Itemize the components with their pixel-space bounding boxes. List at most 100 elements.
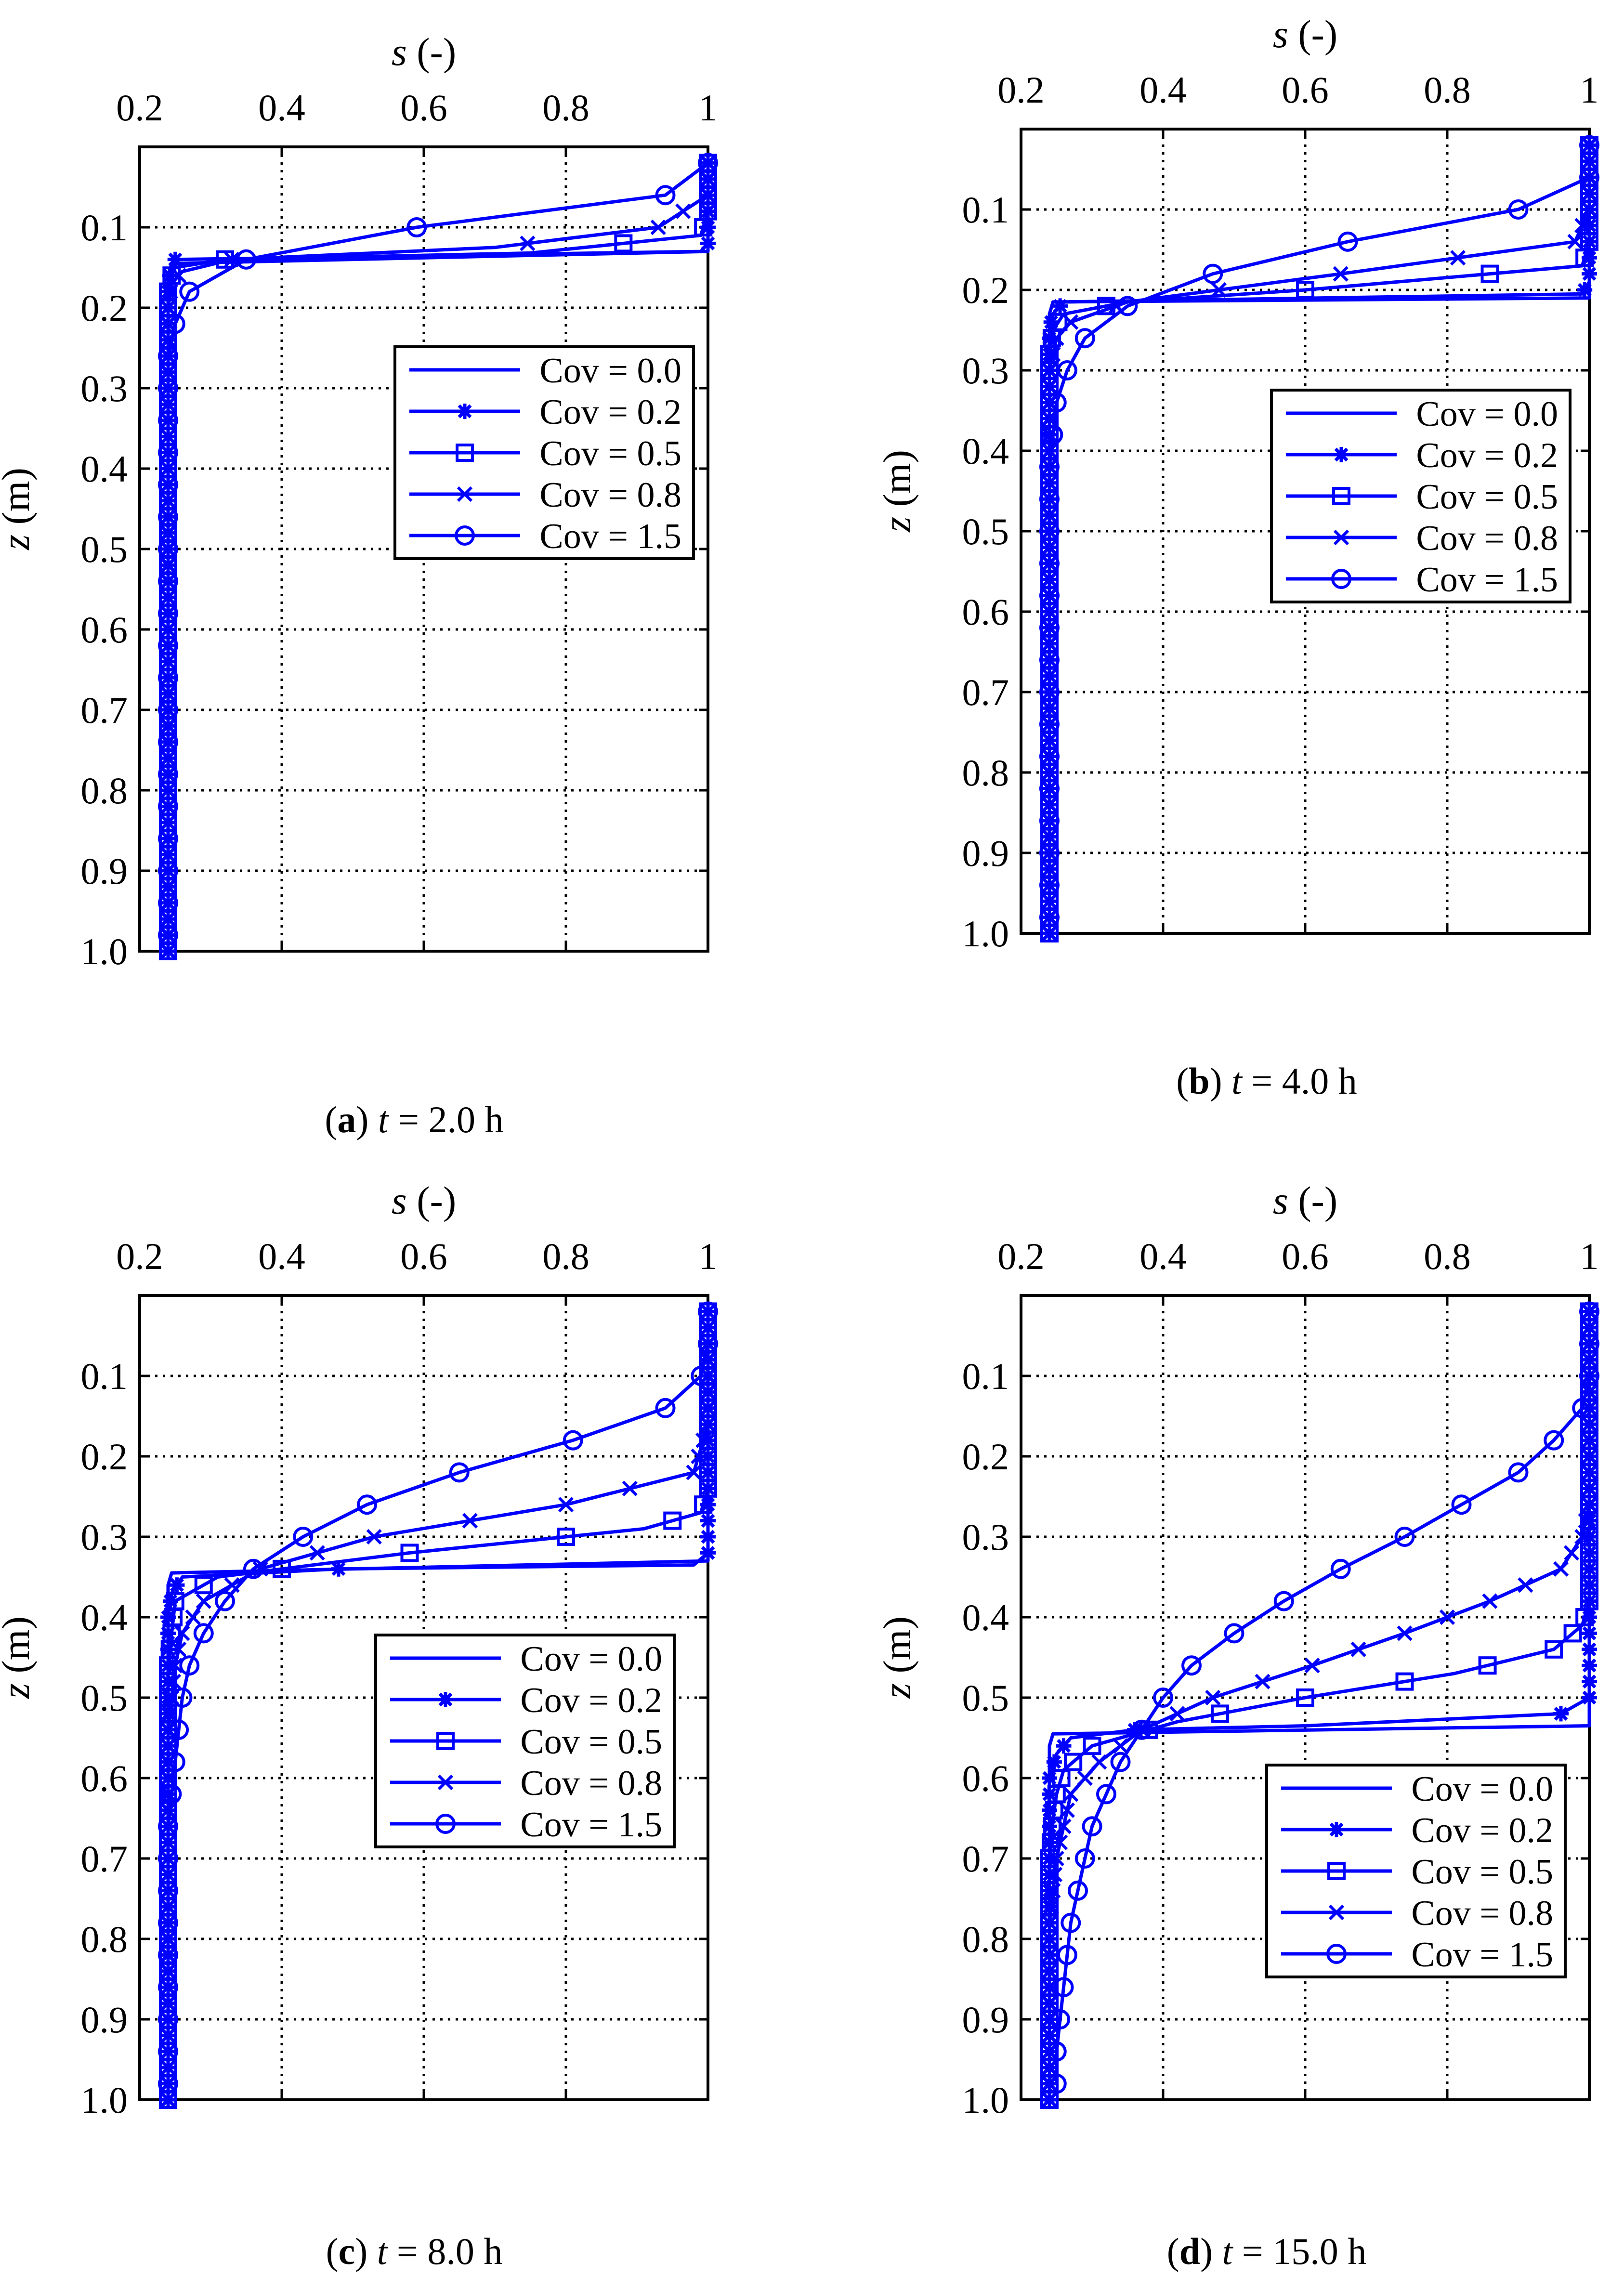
y-tick-label: 0.4 — [962, 430, 1009, 472]
cross-marker — [1255, 1674, 1270, 1689]
circle-marker — [1039, 875, 1060, 895]
cross-marker — [1041, 1979, 1058, 1995]
caption-variable: t — [1222, 2230, 1233, 2272]
cross-marker — [196, 1593, 211, 1609]
circle-marker — [1451, 1494, 1472, 1515]
circle-marker — [158, 828, 178, 849]
cross-marker — [1581, 185, 1598, 201]
y-tick-label: 0.4 — [81, 448, 128, 490]
series-line — [1048, 145, 1591, 933]
x-tick-label: 0.2 — [997, 69, 1045, 111]
y-tick-label: 0.1 — [81, 1355, 128, 1397]
circle-marker — [1050, 2009, 1071, 2029]
circle-marker — [1330, 1558, 1351, 1579]
circle-marker — [193, 1623, 214, 1644]
legend-label: Cov = 0.8 — [539, 475, 681, 515]
square-marker — [1478, 1656, 1497, 1675]
circle-marker — [158, 410, 178, 431]
series-cross — [1041, 1304, 1598, 2108]
caption-text: = 4.0 h — [1242, 1060, 1357, 1102]
cross-marker — [1063, 1786, 1079, 1802]
circle-marker — [1039, 843, 1060, 863]
circle-marker — [1131, 1719, 1152, 1740]
legend-label: Cov = 0.5 — [1416, 477, 1558, 517]
y-tick-label: 0.9 — [962, 1999, 1009, 2041]
y-tick-label: 0.7 — [81, 1838, 128, 1880]
y-tick-label: 0.2 — [962, 1436, 1009, 1478]
caption-letter: d — [1179, 2230, 1201, 2272]
square-marker — [694, 218, 713, 236]
y-tick-label: 0.2 — [81, 287, 128, 329]
circle-marker — [1046, 2073, 1067, 2094]
circle-marker — [158, 603, 178, 624]
y-tick-label: 0.3 — [81, 367, 128, 409]
cross-marker — [700, 1304, 716, 1320]
asterisk-marker — [700, 1497, 716, 1513]
cross-marker — [1581, 1416, 1598, 1432]
circle-marker — [1039, 650, 1060, 670]
x-tick-label: 0.2 — [997, 1235, 1045, 1277]
cross-marker — [171, 268, 187, 284]
circle-marker — [1068, 1880, 1088, 1901]
square-marker — [1211, 1704, 1229, 1723]
circle-marker — [1074, 1848, 1095, 1869]
cross-marker — [1581, 201, 1598, 218]
cross-marker — [1574, 1529, 1590, 1545]
circle-marker — [158, 378, 178, 398]
circle-marker — [1337, 231, 1358, 252]
y-tick-label: 0.5 — [962, 1677, 1009, 1719]
circle-marker — [357, 1494, 377, 1515]
cross-marker — [700, 1400, 716, 1416]
cross-marker — [309, 1545, 325, 1561]
cross-marker — [1564, 1545, 1580, 1561]
y-tick-label: 0.7 — [962, 671, 1009, 713]
cross-marker — [1397, 1625, 1413, 1641]
cross-marker — [1077, 1770, 1093, 1786]
cross-marker — [1045, 1883, 1061, 1898]
series-line — [166, 161, 709, 951]
square-marker — [1064, 1753, 1083, 1771]
asterisk-marker — [1042, 330, 1057, 346]
circle-marker — [243, 1558, 263, 1579]
square-marker — [663, 1511, 682, 1530]
circle-marker — [158, 667, 178, 688]
y-tick-label: 0.6 — [81, 609, 128, 651]
circle-marker — [698, 153, 718, 173]
caption-variable: t — [378, 1099, 389, 1140]
legend-label: Cov = 0.8 — [1411, 1894, 1553, 1933]
circle-marker — [1039, 746, 1060, 767]
circle-marker — [158, 346, 178, 366]
asterisk-marker — [1056, 1738, 1072, 1754]
legend-asterisk-icon — [438, 1692, 453, 1707]
x-axis-variable: s — [1273, 1178, 1288, 1222]
circle-marker — [1039, 778, 1060, 799]
circle-marker — [1224, 1623, 1244, 1644]
chart-panel-b: 0.2 0.4 0.6 0.8 1 0.1 0.2 0.3 0.4 0.5 0.6 0.7 0.8 0.9… — [857, 0, 1618, 1069]
cross-marker — [1169, 1706, 1185, 1722]
cross-marker — [1056, 1819, 1072, 1834]
legend-label: Cov = 0.0 — [520, 1639, 662, 1679]
cross-marker — [1041, 443, 1058, 459]
legend-label: Cov = 0.2 — [520, 1681, 662, 1720]
legend-square-icon — [436, 1732, 455, 1750]
series-circle — [158, 153, 718, 951]
caption-letter: b — [1189, 1060, 1210, 1102]
square-marker — [400, 1544, 419, 1562]
y-axis-label: z (m) — [0, 1616, 38, 1699]
asterisk-marker — [160, 1610, 176, 1625]
legend-cross-icon — [457, 486, 473, 502]
cross-marker — [686, 1465, 702, 1480]
circle-marker — [1579, 1301, 1599, 1322]
circle-marker — [158, 1880, 178, 1901]
asterisk-marker — [1052, 298, 1068, 314]
legend-label: Cov = 0.0 — [1411, 1769, 1553, 1809]
y-axis-label: z (m) — [875, 450, 919, 533]
asterisk-marker — [1582, 1625, 1597, 1641]
cross-marker — [160, 1754, 176, 1770]
legend-label: Cov = 0.5 — [1411, 1852, 1553, 1892]
legend-cross-icon — [1328, 1904, 1345, 1921]
cross-marker — [1041, 2028, 1058, 2043]
chart-panel-c: 0.2 0.4 0.6 0.8 1 0.1 0.2 0.3 0.4 0.5 0.6 0.7 0.8 0.9… — [0, 1156, 761, 2225]
